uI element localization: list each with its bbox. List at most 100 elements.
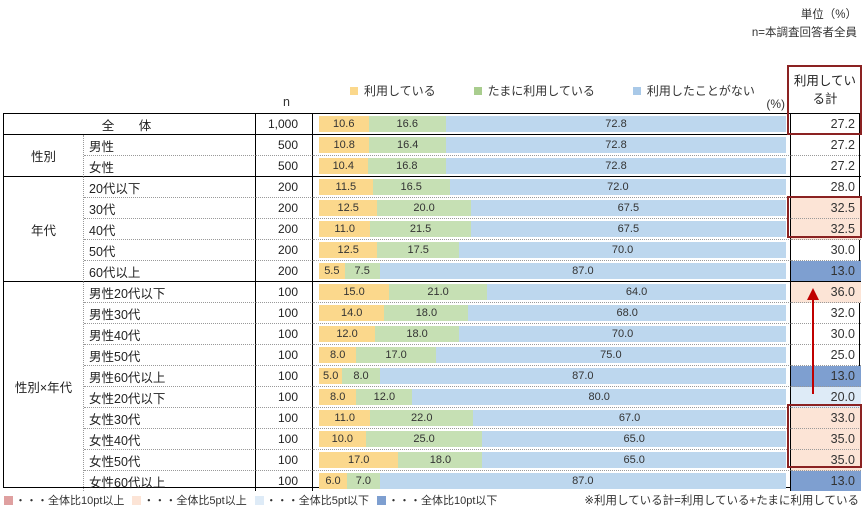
- legend-item-using: 利用している: [350, 82, 436, 99]
- total-cell: 27.2: [791, 135, 861, 156]
- bar-segment-using: 10.4: [319, 158, 368, 174]
- unit-note: 単位（%）: [800, 9, 857, 21]
- bar-segment-sometimes: 21.0: [389, 284, 488, 300]
- bar-segment-never: 67.5: [470, 221, 786, 237]
- legend-item-sometimes: たまに利用している: [473, 82, 595, 99]
- legend-swatch-sometimes-icon: [473, 86, 482, 95]
- swatch-5pt-below-icon: [254, 495, 264, 505]
- total-cell: 28.0: [791, 177, 861, 198]
- bar-cell: 11.0 21.5 67.5: [313, 219, 791, 240]
- total-cell: 32.5: [791, 198, 861, 219]
- definition-note: ※利用している計=利用している+たまに利用している: [584, 495, 859, 507]
- n-cell: 500: [256, 156, 313, 177]
- row-label: 女性30代: [84, 408, 256, 429]
- row-label: 女性: [84, 156, 256, 177]
- bar-segment-sometimes: 16.5: [372, 179, 450, 195]
- bar-cell: 12.0 18.0 70.0: [313, 324, 791, 345]
- n-cell: 200: [256, 261, 313, 282]
- bar-segment-never: 67.0: [473, 410, 786, 426]
- stacked-bar: 12.0 18.0 70.0: [319, 326, 787, 342]
- row-label: 男性40代: [84, 324, 256, 345]
- n-cell: 200: [256, 198, 313, 219]
- stacked-bar: 12.5 17.5 70.0: [319, 242, 786, 258]
- stacked-bar: 10.6 16.6 72.8: [319, 116, 786, 132]
- n-cell: 100: [256, 408, 313, 429]
- unit-notes: 単位（%） n=本調査回答者全員: [752, 6, 857, 43]
- bar-segment-using: 11.5: [319, 179, 373, 195]
- bar-segment-never: 67.5: [470, 200, 786, 216]
- legend-label: 利用している: [364, 84, 436, 98]
- n-cell: 200: [256, 177, 313, 198]
- bar-segment-using: 10.0: [319, 431, 366, 447]
- bar-cell: 10.6 16.6 72.8: [313, 114, 791, 135]
- legend-label: 利用したことがない: [646, 84, 755, 98]
- row-label: 40代: [84, 219, 256, 240]
- stacked-bar: 6.0 7.0 87.0: [319, 473, 786, 489]
- bar-segment-never: 70.0: [459, 326, 787, 342]
- bar-segment-using: 12.5: [319, 242, 378, 258]
- bar-segment-never: 72.0: [449, 179, 786, 195]
- bar-cell: 12.5 20.0 67.5: [313, 198, 791, 219]
- stacked-bar: 10.4 16.8 72.8: [319, 158, 786, 174]
- bar-segment-never: 65.0: [482, 452, 786, 468]
- n-cell: 100: [256, 345, 313, 366]
- bar-segment-sometimes: 8.0: [342, 368, 380, 384]
- n-cell: 100: [256, 429, 313, 450]
- row-label: 女性20代以下: [84, 387, 256, 408]
- bar-segment-sometimes: 22.0: [370, 410, 474, 426]
- bar-cell: 6.0 7.0 87.0: [313, 471, 791, 491]
- total-cell: 30.0: [791, 240, 861, 261]
- total-cell: 35.0: [791, 450, 861, 471]
- stacked-bar: 8.0 12.0 80.0: [319, 389, 786, 405]
- bar-segment-using: 12.0: [319, 326, 376, 342]
- bar-segment-sometimes: 18.0: [398, 452, 483, 468]
- stacked-bar: 10.0 25.0 65.0: [319, 431, 786, 447]
- n-cell: 500: [256, 135, 313, 156]
- total-cell: 13.0: [791, 261, 861, 282]
- stacked-bar: 12.5 20.0 67.5: [319, 200, 786, 216]
- color-key-item: ・・・全体比10pt以下: [377, 492, 497, 508]
- row-label: 全 体: [4, 114, 256, 135]
- total-cell: 25.0: [791, 345, 861, 366]
- bar-segment-never: 64.0: [487, 284, 786, 300]
- color-key-legend: ・・・全体比10pt以上 ・・・全体比5pt以上 ・・・全体比5pt以下 ・・・…: [4, 492, 497, 508]
- bar-segment-using: 11.0: [319, 410, 371, 426]
- legend-swatch-using-icon: [350, 86, 358, 95]
- bar-segment-using: 15.0: [319, 284, 390, 300]
- stacked-bar: 5.0 8.0 87.0: [319, 368, 786, 384]
- row-label: 男性20代以下: [84, 282, 256, 303]
- bar-segment-sometimes: 17.5: [377, 242, 460, 258]
- bar-segment-never: 87.0: [379, 368, 786, 384]
- n-note: n=本調査回答者全員: [751, 27, 857, 40]
- row-label: 20代以下: [84, 177, 256, 198]
- n-cell: 200: [256, 240, 313, 261]
- legend-item-never: 利用したことがない: [632, 82, 755, 99]
- n-cell: 100: [256, 366, 313, 387]
- total-cell: 30.0: [791, 324, 861, 345]
- results-table: 全 体 1,000 10.6 16.6 72.8 27.2 性別 男性 500 …: [3, 113, 861, 491]
- group-header-age: 年代: [4, 177, 84, 282]
- group-header-gender: 性別: [4, 135, 84, 177]
- bar-segment-sometimes: 18.0: [384, 305, 469, 321]
- n-cell: 100: [256, 387, 313, 408]
- total-cell: 27.2: [791, 114, 861, 135]
- percent-axis-label: (%): [766, 97, 785, 111]
- bar-segment-never: 87.0: [379, 473, 786, 489]
- bar-segment-never: 68.0: [468, 305, 786, 321]
- bar-cell: 10.4 16.8 72.8: [313, 156, 791, 177]
- n-cell: 100: [256, 282, 313, 303]
- bar-segment-sometimes: 16.4: [369, 137, 447, 153]
- total-cell: 33.0: [791, 408, 861, 429]
- stacked-bar: 11.0 22.0 67.0: [319, 410, 786, 426]
- total-cell: 27.2: [791, 156, 861, 177]
- color-key-item: ・・・全体比5pt以下: [254, 492, 369, 508]
- bar-cell: 11.0 22.0 67.0: [313, 408, 791, 429]
- n-cell: 100: [256, 303, 313, 324]
- bar-segment-using: 5.0: [319, 368, 343, 384]
- bar-segment-sometimes: 21.5: [370, 221, 471, 237]
- bar-segment-using: 14.0: [319, 305, 385, 321]
- bar-cell: 15.0 21.0 64.0: [313, 282, 791, 303]
- bar-cell: 8.0 17.0 75.0: [313, 345, 791, 366]
- total-cell: 36.0: [791, 282, 861, 303]
- swatch-10pt-below-icon: [377, 495, 387, 505]
